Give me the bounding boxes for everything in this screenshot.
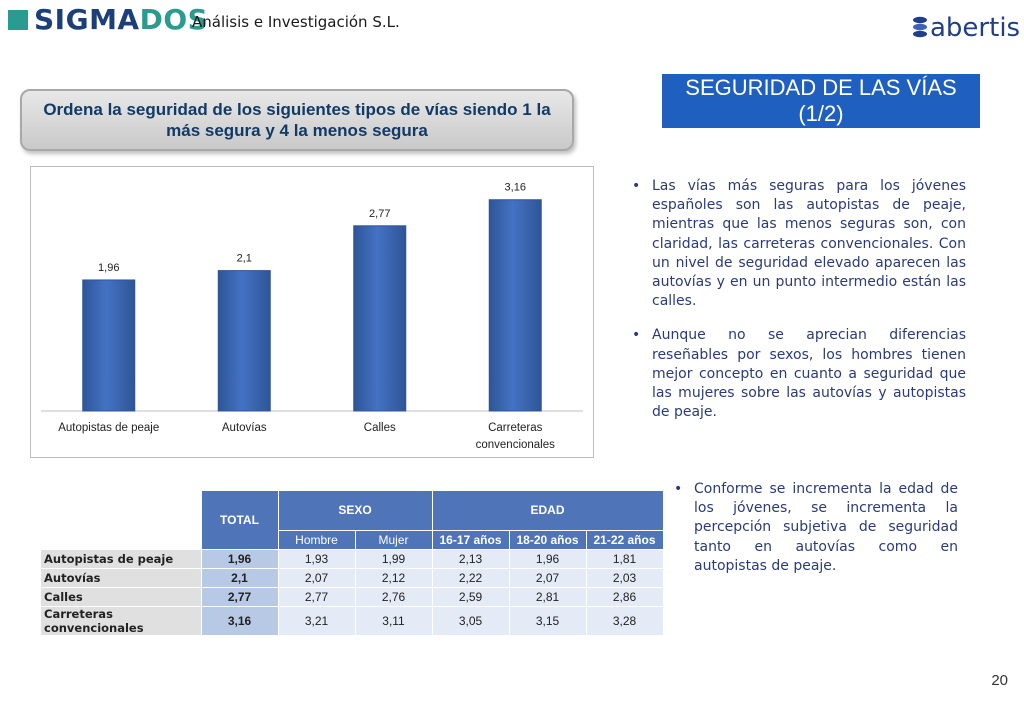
- subheader-16-17: 16-17 años: [431, 529, 510, 551]
- bullets-top: • Las vías más seguras para los jóvenes e…: [632, 177, 966, 437]
- row-label: Autopistas de peaje: [40, 549, 202, 569]
- table-cell: 2,07: [277, 568, 356, 588]
- table-cell: 2,12: [354, 568, 433, 588]
- question-box: Ordena la seguridad de los siguientes ti…: [20, 89, 574, 151]
- bar-chart: 1,96 Autopistas de peaje 2,1 Autovías 2,77 Ca…: [30, 166, 594, 458]
- question-text: Ordena la seguridad de los siguientes ti…: [43, 100, 551, 140]
- total-cell: 3,16: [200, 606, 279, 636]
- table-cell: 2,22: [431, 568, 510, 588]
- logo-text-accent: DOS: [139, 3, 209, 36]
- total-cell: 2,77: [200, 587, 279, 607]
- subheader-18-20: 18-20 años: [508, 529, 587, 551]
- section-title-text: SEGURIDAD DE LAS VÍAS (1/2): [685, 75, 957, 126]
- table-cell: 3,11: [354, 606, 433, 636]
- bar: [82, 279, 136, 412]
- category-label: Autovías: [222, 422, 267, 434]
- total-cell: 2,1: [200, 568, 279, 588]
- subheader-21-22: 21-22 años: [585, 529, 664, 551]
- subheader-mujer: Mujer: [354, 529, 433, 551]
- chart-canvas: 1,96 Autopistas de peaje 2,1 Autovías 2,77 Ca…: [41, 182, 583, 451]
- table-cell: 2,13: [431, 549, 510, 569]
- table-row: Autopistas de peaje 1,96 1,93 1,99 2,13 …: [40, 549, 664, 569]
- edad-header: EDAD: [431, 490, 664, 531]
- bullet-icon: •: [632, 327, 641, 344]
- category-label: Carreteras: [488, 422, 543, 434]
- table-cell: 3,15: [508, 606, 587, 636]
- data-label: 1,96: [98, 262, 119, 274]
- table-cell: 2,77: [277, 587, 356, 607]
- table-cell: 1,96: [508, 549, 587, 569]
- bullets-bottom: • Conforme se incrementa la edad de los j…: [674, 480, 958, 591]
- table-row: Carreteras convencionales 3,16 3,21 3,11…: [40, 606, 664, 636]
- bar: [353, 225, 407, 412]
- bar: [217, 270, 271, 412]
- bar: [488, 199, 542, 412]
- bullet-item: • Conforme se incrementa la edad de los j…: [674, 480, 958, 576]
- bullet-icon: •: [632, 178, 641, 194]
- data-label: 2,1: [237, 253, 252, 265]
- logo-subtitle: Análisis e Investigación S.L.: [192, 13, 400, 31]
- table-cell: 1,99: [354, 549, 433, 569]
- table-cell: 1,81: [585, 549, 664, 569]
- total-header: TOTAL: [200, 490, 279, 550]
- category-label: Autopistas de peaje: [58, 422, 159, 434]
- table-cell: 2,59: [431, 587, 510, 607]
- table-row: Calles 2,77 2,77 2,76 2,59 2,81 2,86: [40, 587, 664, 607]
- table-cell: 2,76: [354, 587, 433, 607]
- data-label: 2,77: [369, 208, 390, 220]
- data-label: 3,16: [505, 182, 526, 194]
- section-title: SEGURIDAD DE LAS VÍAS (1/2): [662, 74, 980, 128]
- bullet-icon: •: [674, 481, 683, 497]
- subheader-hombre: Hombre: [277, 529, 356, 551]
- row-label: Calles: [40, 587, 202, 607]
- abertis-logo: abertis: [912, 12, 1020, 44]
- sexo-header: SEXO: [277, 490, 433, 531]
- page-number: 20: [991, 672, 1008, 689]
- table-cell: 3,05: [431, 606, 510, 636]
- logo-square-icon: [8, 10, 28, 30]
- abertis-wordmark: abertis: [930, 13, 1021, 43]
- total-cell: 1,96: [200, 549, 279, 569]
- bullet-item: • Aunque no se aprecian diferencias reseñ…: [632, 326, 966, 422]
- table-corner: [41, 491, 202, 550]
- table-cell: 2,03: [585, 568, 664, 588]
- table-cell: 3,21: [277, 606, 356, 636]
- table-cell: 1,93: [277, 549, 356, 569]
- sigmados-logo: SIGMADOS: [34, 3, 208, 37]
- bullet-text: Aunque no se aprecian diferencias reseña…: [652, 327, 966, 421]
- table-cell: 2,07: [508, 568, 587, 588]
- bullet-item: • Las vías más seguras para los jóvenes e…: [632, 177, 966, 311]
- category-label: Calles: [364, 422, 396, 434]
- table-row: Autovías 2,1 2,07 2,12 2,22 2,07 2,03: [40, 568, 664, 588]
- category-label: convencionales: [476, 439, 556, 451]
- table-cell: 3,28: [585, 606, 664, 636]
- abertis-mark-icon: [913, 16, 927, 38]
- row-label: Autovías: [40, 568, 202, 588]
- row-label: Carreteras convencionales: [40, 606, 202, 636]
- bullet-text: Las vías más seguras para los jóvenes es…: [652, 178, 966, 310]
- bullet-text: Conforme se incrementa la edad de los jó…: [694, 481, 958, 574]
- results-table: TOTAL SEXO EDAD Hombre Mujer 16-17 años …: [40, 490, 664, 636]
- table-cell: 2,86: [585, 587, 664, 607]
- logo-text-main: SIGMA: [34, 3, 140, 36]
- table-cell: 2,81: [508, 587, 587, 607]
